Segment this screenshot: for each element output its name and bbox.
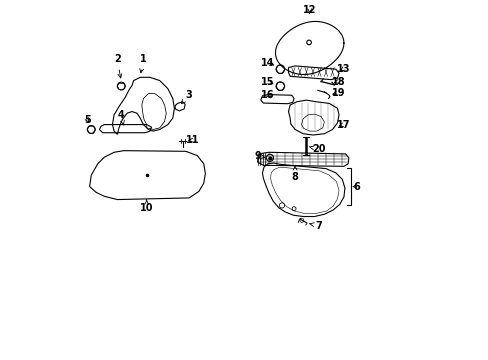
Text: 8: 8 — [291, 166, 298, 182]
Text: 2: 2 — [114, 54, 122, 78]
Text: 18: 18 — [331, 77, 345, 86]
Text: 14: 14 — [261, 58, 274, 68]
Text: 6: 6 — [352, 181, 360, 192]
Text: 3: 3 — [181, 90, 191, 104]
Text: 1: 1 — [140, 54, 146, 73]
Text: 7: 7 — [309, 221, 322, 231]
Text: 10: 10 — [140, 200, 153, 213]
Text: 5: 5 — [84, 115, 91, 125]
Text: 15: 15 — [261, 77, 274, 87]
Text: 20: 20 — [308, 144, 325, 154]
Text: 12: 12 — [303, 5, 316, 15]
Text: 13: 13 — [337, 63, 350, 73]
Text: 19: 19 — [331, 87, 345, 98]
Text: 16: 16 — [261, 90, 274, 100]
Text: 17: 17 — [337, 120, 350, 130]
Text: 9: 9 — [254, 150, 264, 161]
Text: 4: 4 — [117, 110, 124, 125]
Text: 11: 11 — [185, 135, 199, 145]
